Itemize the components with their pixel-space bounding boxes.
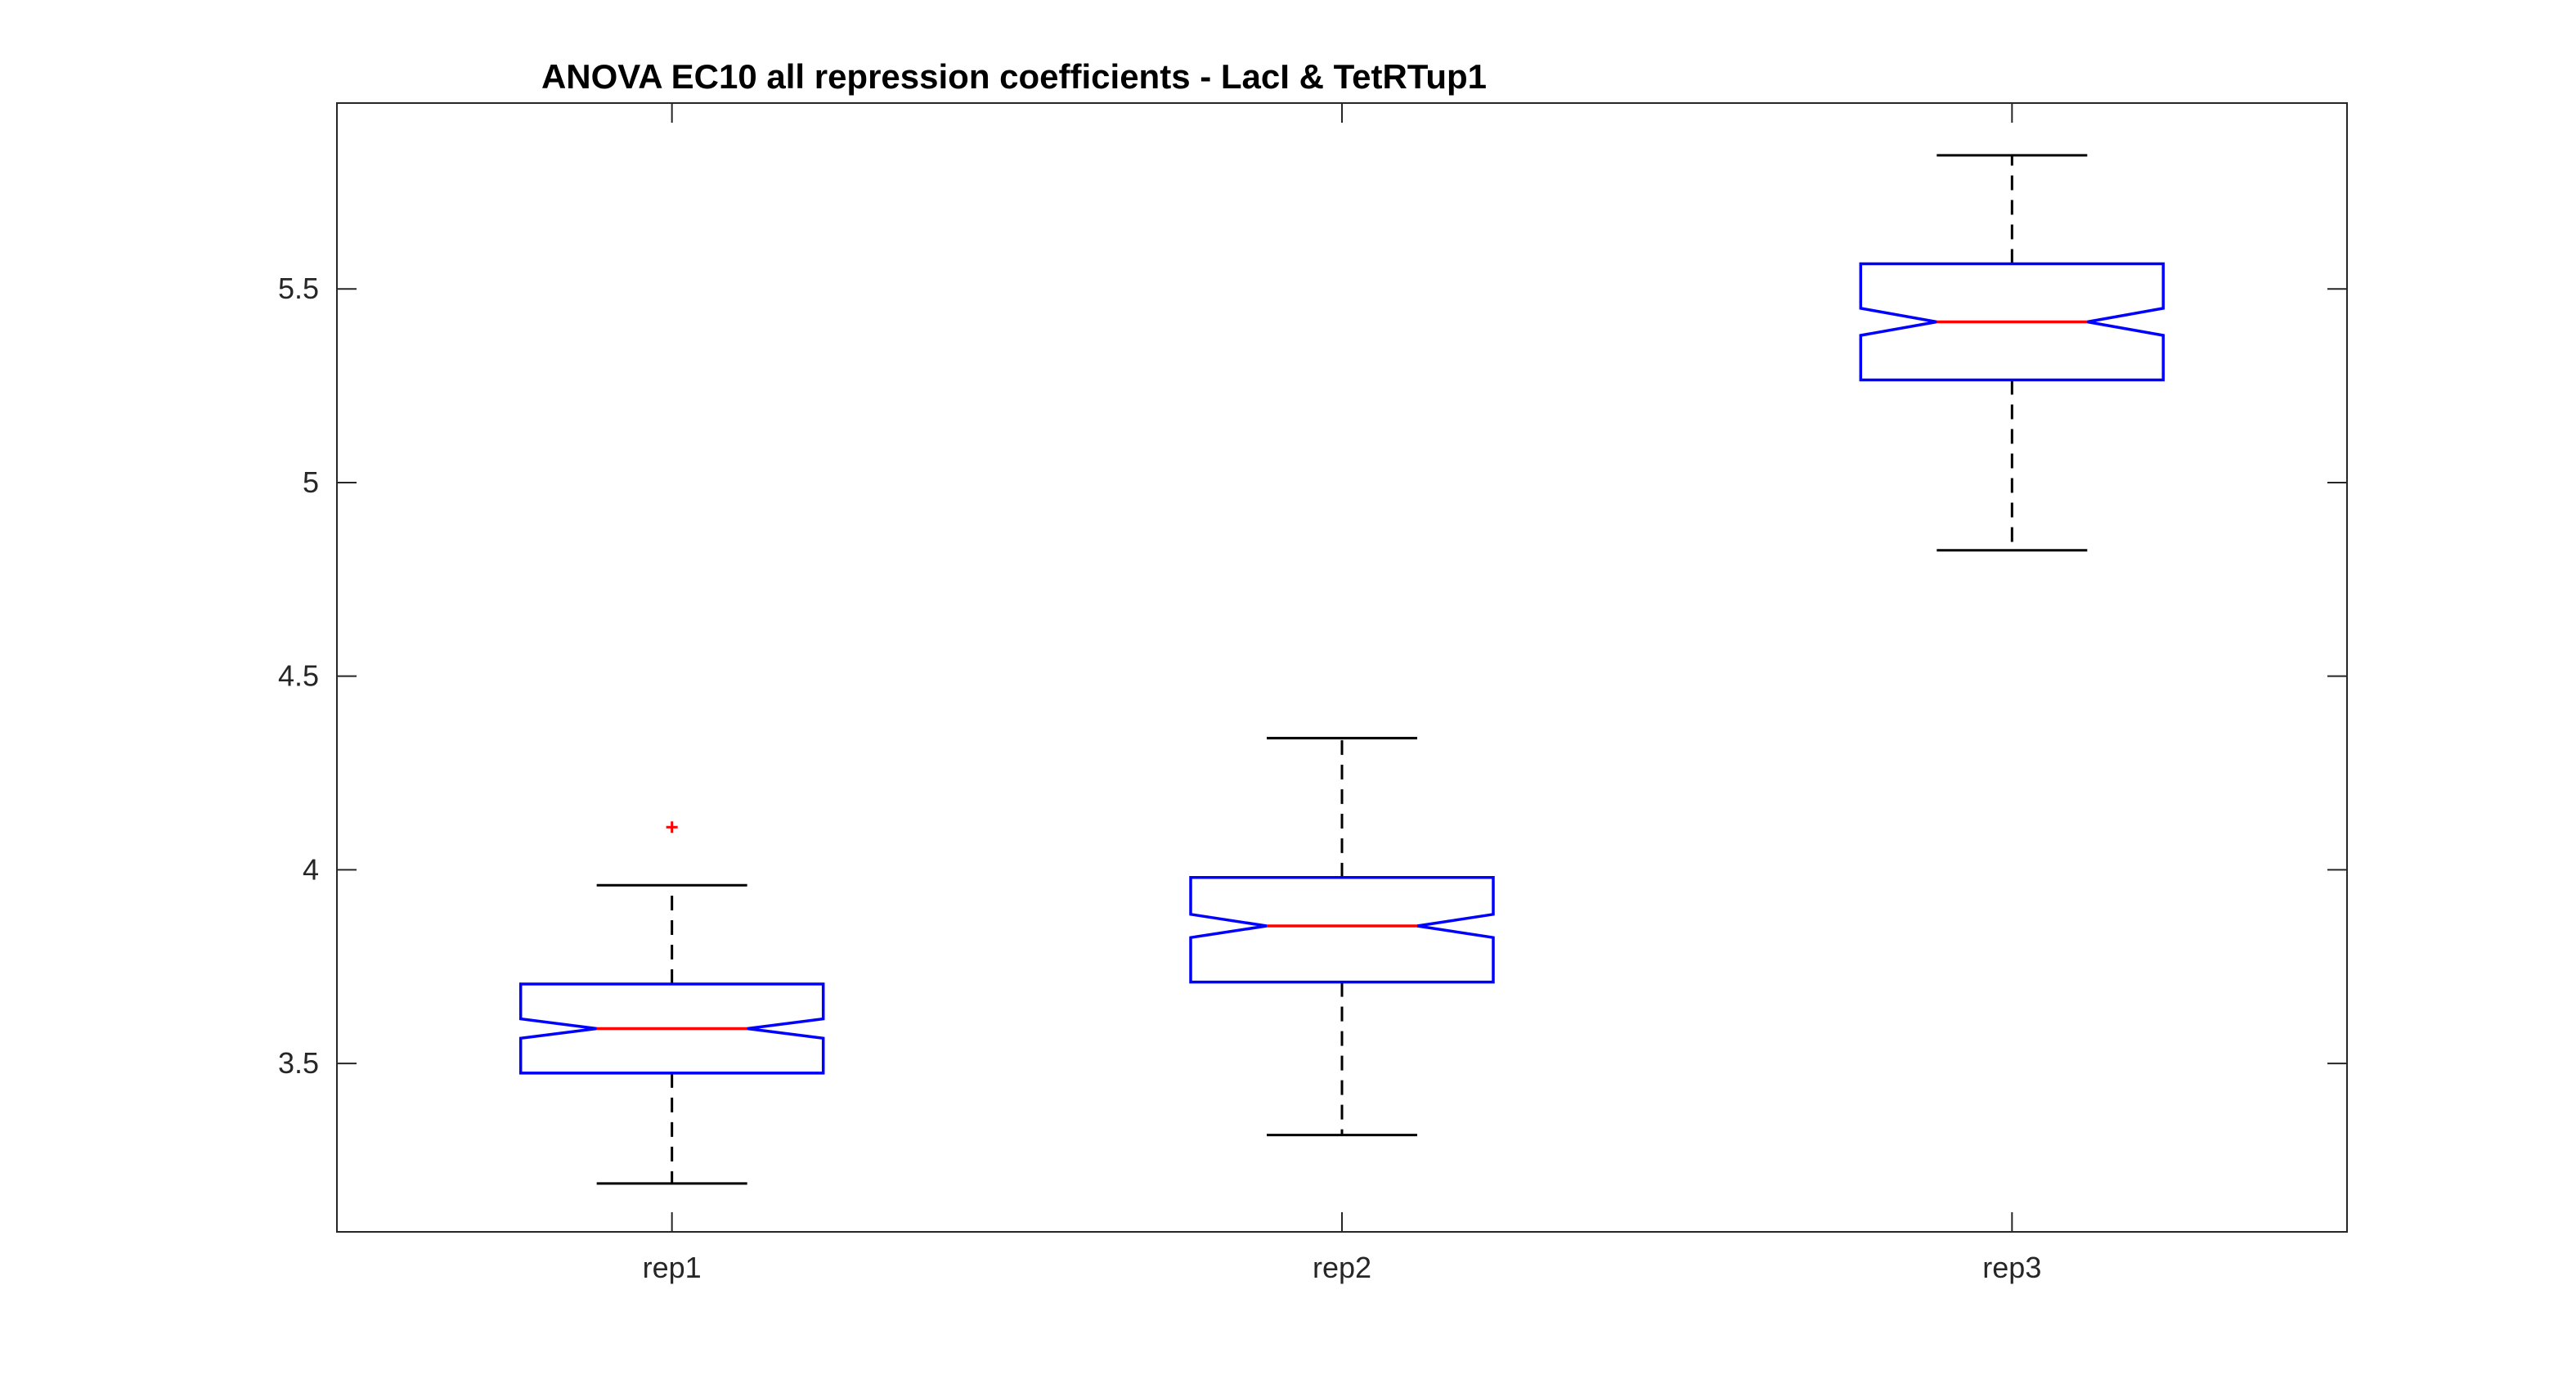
y-tick-label: 4.5 — [278, 659, 319, 693]
box-rep3 — [1859, 154, 2165, 552]
outlier-marker — [666, 821, 678, 834]
y-tick-label: 5 — [303, 465, 319, 499]
x-tick-label: rep1 — [643, 1251, 702, 1284]
x-tick-label: rep3 — [1982, 1251, 2041, 1284]
box-rep1 — [518, 821, 825, 1185]
y-tick-label: 3.5 — [278, 1046, 319, 1080]
y-tick-label: 4 — [303, 852, 319, 886]
chart-title: ANOVA EC10 all repression coefficients -… — [541, 57, 1487, 96]
notched-box — [518, 982, 825, 1075]
y-tick-label: 5.5 — [278, 272, 319, 305]
box-rep2 — [1189, 736, 1495, 1137]
x-tick-label: rep2 — [1313, 1251, 1371, 1284]
notched-box — [1189, 876, 1495, 984]
box-series — [518, 154, 2165, 1185]
notched-box — [1859, 262, 2165, 382]
axis-ticks: 3.5 4 4.5 5 5.5 rep1 rep2 rep3 — [278, 103, 2347, 1284]
